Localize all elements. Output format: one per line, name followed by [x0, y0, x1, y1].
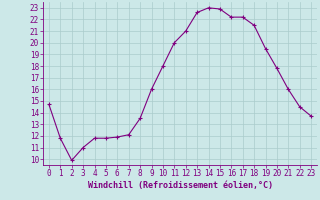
X-axis label: Windchill (Refroidissement éolien,°C): Windchill (Refroidissement éolien,°C) [87, 181, 273, 190]
